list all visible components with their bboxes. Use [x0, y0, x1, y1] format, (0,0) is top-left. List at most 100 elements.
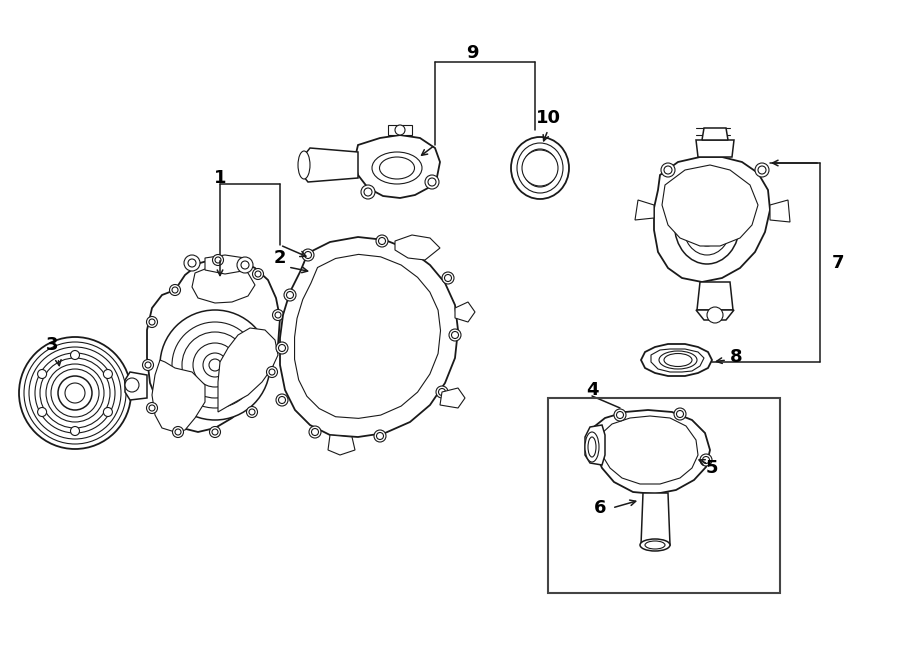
Circle shape [376, 235, 388, 247]
Circle shape [395, 125, 405, 135]
Polygon shape [152, 360, 205, 432]
Polygon shape [294, 254, 440, 418]
Circle shape [707, 307, 723, 323]
Circle shape [35, 353, 115, 433]
Circle shape [364, 188, 372, 196]
Ellipse shape [674, 186, 740, 264]
Circle shape [247, 406, 257, 418]
Circle shape [65, 383, 85, 403]
Circle shape [209, 359, 221, 371]
Text: 10: 10 [536, 109, 561, 127]
Bar [548, 398, 780, 593]
Circle shape [677, 410, 683, 418]
Circle shape [425, 175, 439, 189]
Circle shape [125, 378, 139, 392]
Polygon shape [388, 125, 412, 135]
Circle shape [184, 255, 200, 271]
Ellipse shape [659, 351, 697, 369]
Circle shape [147, 316, 158, 328]
Circle shape [269, 369, 275, 375]
Circle shape [29, 347, 121, 439]
Ellipse shape [664, 354, 692, 367]
Circle shape [145, 362, 151, 368]
Polygon shape [147, 258, 280, 432]
Circle shape [276, 342, 288, 354]
Circle shape [215, 257, 221, 263]
Circle shape [703, 457, 709, 463]
Circle shape [212, 254, 223, 265]
Circle shape [210, 426, 220, 438]
Polygon shape [635, 200, 654, 220]
Circle shape [442, 272, 454, 284]
Circle shape [445, 275, 452, 281]
Circle shape [38, 408, 47, 416]
Circle shape [24, 342, 126, 444]
Circle shape [253, 269, 264, 279]
Text: 4: 4 [586, 381, 598, 399]
Circle shape [522, 150, 558, 186]
Polygon shape [770, 200, 790, 222]
Circle shape [449, 329, 461, 341]
Circle shape [614, 409, 626, 421]
Circle shape [436, 386, 448, 398]
Polygon shape [702, 128, 728, 140]
Ellipse shape [298, 151, 310, 179]
Polygon shape [192, 265, 255, 303]
Polygon shape [440, 388, 465, 408]
Ellipse shape [511, 137, 569, 199]
Circle shape [142, 359, 154, 371]
Circle shape [193, 343, 237, 387]
Circle shape [304, 252, 311, 258]
Polygon shape [697, 282, 733, 310]
Text: 9: 9 [466, 44, 478, 62]
Circle shape [758, 166, 766, 174]
Ellipse shape [523, 149, 557, 187]
Circle shape [182, 332, 248, 398]
Circle shape [40, 358, 110, 428]
Polygon shape [696, 140, 734, 157]
Text: 2: 2 [274, 249, 286, 267]
Polygon shape [600, 416, 698, 484]
Circle shape [212, 429, 218, 435]
Ellipse shape [691, 204, 723, 246]
Circle shape [309, 426, 321, 438]
Circle shape [104, 408, 112, 416]
Circle shape [664, 166, 672, 174]
Circle shape [249, 409, 255, 415]
Circle shape [58, 376, 92, 410]
Polygon shape [662, 165, 758, 246]
Polygon shape [125, 372, 147, 400]
Circle shape [19, 337, 131, 449]
Text: 5: 5 [706, 459, 718, 477]
Circle shape [172, 287, 178, 293]
Circle shape [241, 261, 249, 269]
Circle shape [38, 369, 47, 379]
Circle shape [755, 163, 769, 177]
Circle shape [51, 369, 99, 417]
Circle shape [147, 402, 158, 414]
Text: 1: 1 [214, 169, 226, 187]
Ellipse shape [517, 143, 563, 193]
Polygon shape [205, 255, 248, 274]
Circle shape [616, 412, 624, 418]
Circle shape [149, 405, 155, 411]
Circle shape [379, 238, 385, 244]
Circle shape [169, 285, 181, 295]
Polygon shape [696, 310, 734, 320]
Ellipse shape [588, 437, 596, 457]
Ellipse shape [683, 195, 731, 255]
Ellipse shape [640, 539, 670, 551]
Circle shape [46, 364, 104, 422]
Circle shape [286, 291, 293, 299]
Circle shape [700, 454, 712, 466]
Circle shape [276, 394, 288, 406]
Circle shape [70, 426, 79, 436]
Circle shape [172, 322, 258, 408]
Circle shape [311, 428, 319, 436]
Circle shape [278, 344, 285, 352]
Polygon shape [651, 349, 704, 372]
Ellipse shape [645, 541, 665, 549]
Text: 7: 7 [832, 254, 844, 272]
Circle shape [188, 259, 196, 267]
Circle shape [361, 185, 375, 199]
